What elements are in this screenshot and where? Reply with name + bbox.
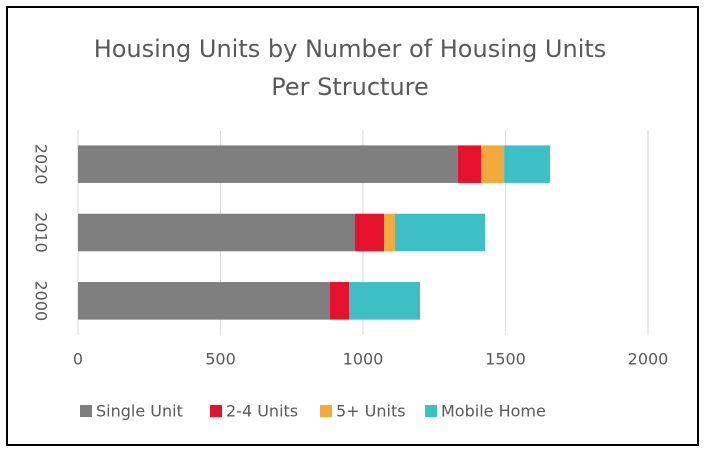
legend-label: Mobile Home [441,402,546,421]
bar-segment [504,145,550,183]
bar-segment [355,213,385,252]
chart-title: Housing Units by Number of Housing Units… [93,35,607,101]
x-tick-label: 1500 [485,350,526,369]
y-tick-label: 2010 [32,212,51,253]
bar-segment [394,213,485,252]
legend-label: 5+ Units [336,402,406,421]
legend-swatch [320,405,332,417]
bar-segment [78,282,330,320]
x-tick-label: 500 [205,350,236,369]
bar-segment [457,145,481,183]
bar-segment [78,213,356,252]
bar-segment [480,145,505,183]
legend-swatch [425,405,437,417]
legend-swatch [80,405,92,417]
legend-swatch [210,405,222,417]
bar-segment [78,145,458,183]
y-tick-label: 2020 [32,144,51,185]
x-tick-label: 0 [73,350,83,369]
bar-segment [329,282,350,320]
y-tick-label: 2000 [32,280,51,321]
bar-segment [384,213,395,252]
legend-label: Single Unit [96,402,183,421]
x-tick-label: 1000 [343,350,384,369]
bar-segment [349,282,420,320]
legend-label: 2-4 Units [226,402,298,421]
x-tick-label: 2000 [628,350,669,369]
